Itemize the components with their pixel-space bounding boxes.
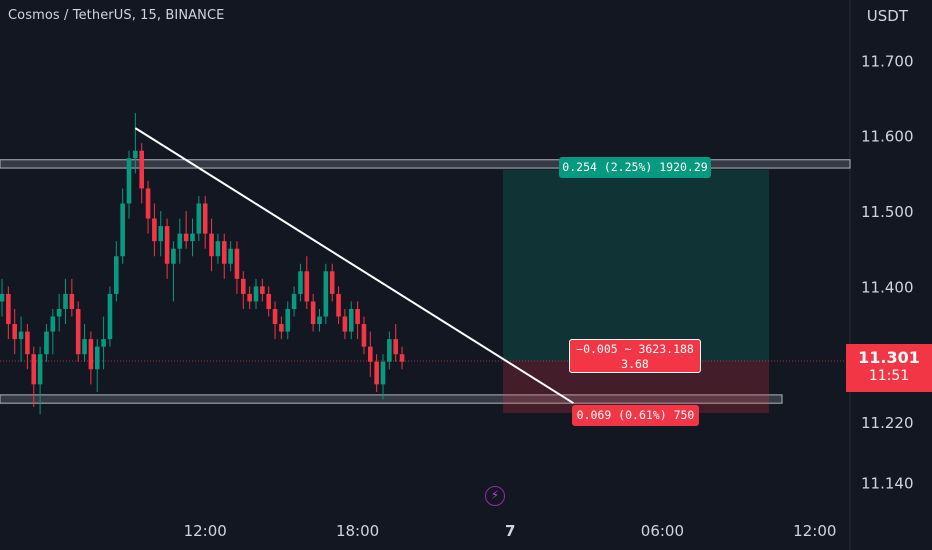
- long-position-tool[interactable]: [0, 169, 850, 413]
- candle-body: [298, 271, 303, 294]
- candle-body: [241, 278, 246, 294]
- candle-body: [0, 293, 5, 302]
- candle-body: [342, 316, 348, 332]
- candle-body: [368, 346, 373, 362]
- price-tick-label: 11.140: [861, 474, 914, 492]
- candle-body: [37, 354, 43, 385]
- price-tick-label: 11.500: [861, 203, 914, 221]
- risk-reward-ratio: 3.68: [621, 357, 649, 371]
- currency-label[interactable]: USDT: [866, 7, 908, 25]
- candle-body: [152, 218, 157, 242]
- bar-countdown: 11:51: [868, 368, 910, 384]
- candle-body: [75, 308, 81, 355]
- candle-body: [336, 293, 341, 317]
- candle-body: [177, 233, 183, 249]
- candle-body: [279, 324, 284, 332]
- time-tick-label: 18:00: [336, 522, 379, 540]
- time-axis[interactable]: 12:00 18:00 7 06:00 12:00: [184, 522, 837, 540]
- candle-body: [18, 331, 24, 340]
- lightning-bolt-icon[interactable]: ⚡: [485, 486, 505, 506]
- profit-zone: [503, 169, 769, 361]
- candle-body: [247, 293, 252, 302]
- candle-body: [260, 286, 265, 294]
- candle-body: [355, 308, 360, 325]
- current-price-tag: 11.301 11:51: [846, 344, 932, 392]
- position-pnl-label: −0.005 ~ 3623.188 3.68: [569, 339, 701, 373]
- candle-body: [310, 301, 316, 325]
- trendline-segment: [134, 127, 575, 405]
- candle-body: [221, 241, 227, 264]
- candle-body: [190, 233, 195, 242]
- horizontal-band: [0, 159, 851, 169]
- target-label: 0.254 (2.25%) 1920.29: [559, 157, 711, 178]
- candle-body: [158, 226, 164, 242]
- candle-body: [304, 271, 310, 302]
- candle-body: [374, 361, 379, 385]
- trendline[interactable]: [134, 127, 575, 405]
- price-tick-label: 11.400: [861, 278, 914, 296]
- candle-body: [25, 331, 30, 355]
- price-tick-label: 11.700: [861, 52, 914, 70]
- candle-body: [44, 331, 49, 355]
- candle-body: [387, 339, 392, 362]
- candle-body: [399, 354, 405, 362]
- current-price: 11.301: [858, 348, 920, 367]
- candle-body: [6, 293, 11, 325]
- candle-body: [126, 158, 132, 204]
- candle-body: [285, 308, 291, 332]
- time-tick-label: 06:00: [641, 522, 684, 540]
- candle-body: [291, 293, 297, 309]
- candle-body: [114, 256, 119, 294]
- time-tick-label: 12:00: [184, 522, 227, 540]
- candle-body: [234, 248, 240, 279]
- candle-body: [253, 286, 259, 302]
- candle-body: [107, 293, 113, 340]
- candle-body: [56, 308, 62, 317]
- candle-body: [228, 248, 233, 264]
- candle-body: [272, 308, 278, 325]
- candle-body: [266, 293, 271, 309]
- time-tick-label: 12:00: [793, 522, 836, 540]
- candle-body: [139, 150, 144, 189]
- symbol-title[interactable]: Cosmos / TetherUS, 15, BINANCE: [8, 8, 225, 23]
- candle-body: [12, 324, 17, 340]
- pnl-text: −0.005 ~ 3623.188: [576, 342, 694, 356]
- candle-body: [183, 233, 189, 242]
- candle-body: [393, 339, 398, 355]
- candle-body: [145, 188, 151, 219]
- price-axis[interactable]: 11.700 11.600 11.500 11.400 11.220 11.140: [861, 52, 914, 492]
- candle-body: [164, 226, 170, 264]
- horizontal-band: [0, 394, 783, 404]
- candle-body: [88, 339, 94, 370]
- candle-body: [82, 339, 87, 355]
- candle-body: [209, 233, 214, 257]
- candle-body: [348, 308, 354, 332]
- candle-body: [69, 293, 75, 309]
- price-tick-label: 11.600: [861, 128, 914, 146]
- candle-body: [120, 203, 125, 257]
- candlestick-series: [0, 113, 405, 415]
- candle-body: [215, 241, 221, 257]
- support-resistance-bands[interactable]: [0, 159, 851, 404]
- time-tick-label: 7: [505, 522, 515, 540]
- stop-label: 0.069 (0.61%) 750: [572, 405, 699, 426]
- candle-body: [317, 316, 322, 325]
- candle-body: [329, 271, 335, 294]
- candle-body: [94, 346, 100, 370]
- candle-body: [50, 316, 56, 332]
- candle-body: [196, 203, 202, 234]
- candle-body: [31, 354, 37, 385]
- candle-body: [133, 150, 138, 159]
- candle-body: [63, 293, 68, 309]
- candle-body: [361, 324, 367, 347]
- candle-body: [171, 248, 176, 264]
- price-tick-label: 11.220: [861, 414, 914, 432]
- candle-body: [202, 203, 208, 234]
- candle-body: [101, 339, 106, 347]
- candle-body: [380, 361, 386, 385]
- candle-body: [323, 271, 329, 317]
